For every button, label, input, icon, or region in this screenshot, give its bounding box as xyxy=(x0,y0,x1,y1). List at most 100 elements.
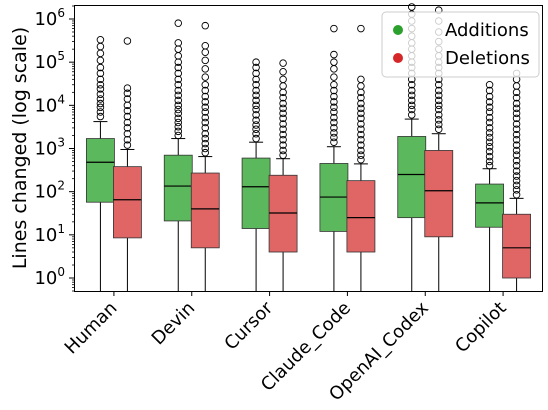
outlier-point xyxy=(357,146,365,155)
outlier-point xyxy=(408,80,416,89)
outlier-point xyxy=(252,75,260,84)
outlier-point xyxy=(279,146,287,155)
outlier-point xyxy=(123,112,132,121)
outlier-point xyxy=(408,96,416,105)
outlier-point xyxy=(279,93,287,102)
outlier-point xyxy=(123,106,132,115)
outlier-point xyxy=(201,42,209,50)
outlier-point xyxy=(201,139,209,148)
outlier-point xyxy=(357,120,365,128)
plot-area-frame xyxy=(74,5,543,292)
box-additions-claude_code xyxy=(319,24,349,291)
outlier-point xyxy=(252,129,260,138)
y-tick-label: 102 xyxy=(34,179,65,203)
outlier-point xyxy=(512,161,521,170)
outlier-point xyxy=(252,69,260,78)
outlier-point xyxy=(330,80,338,89)
outlier-point xyxy=(279,59,287,67)
outlier-point xyxy=(279,75,287,84)
outlier-point xyxy=(174,114,182,123)
outlier-point xyxy=(435,96,443,105)
outlier-point xyxy=(201,80,209,89)
outlier-point xyxy=(96,103,105,112)
outlier-point xyxy=(279,104,287,113)
outlier-point xyxy=(330,118,338,127)
outlier-point xyxy=(174,39,182,47)
outlier-point xyxy=(174,86,182,95)
outlier-point xyxy=(485,92,494,101)
outlier-point xyxy=(123,129,132,138)
box-body xyxy=(113,166,142,239)
outlier-point xyxy=(96,112,105,121)
outlier-point xyxy=(174,109,182,118)
outlier-point xyxy=(201,113,209,122)
outlier-point xyxy=(96,42,105,51)
outlier-point xyxy=(512,99,521,108)
box-deletions-claude_code xyxy=(346,24,376,291)
outlier-point xyxy=(123,84,132,92)
outlier-point xyxy=(512,93,521,102)
box-body xyxy=(424,150,454,238)
outlier-point xyxy=(123,135,132,144)
outlier-point xyxy=(512,130,521,139)
outlier-point xyxy=(201,108,209,116)
outlier-point xyxy=(512,167,521,175)
outlier-point xyxy=(279,82,287,90)
outlier-point xyxy=(96,85,105,93)
outlier-point xyxy=(357,151,365,159)
outlier-point xyxy=(357,93,365,102)
outlier-point xyxy=(485,118,494,127)
outlier-point xyxy=(357,114,365,123)
outlier-point xyxy=(330,58,338,66)
box-body xyxy=(397,136,427,219)
outlier-point xyxy=(201,124,209,132)
y-tick-label: 105 xyxy=(34,49,65,73)
outlier-point xyxy=(512,172,521,180)
box-body xyxy=(502,213,531,279)
outlier-point xyxy=(435,125,443,133)
outlier-point xyxy=(512,82,521,90)
outlier-point xyxy=(252,105,260,114)
outlier-point xyxy=(408,91,416,100)
outlier-point xyxy=(174,69,182,78)
outlier-point xyxy=(408,3,416,11)
x-tick-label: Devin xyxy=(148,298,200,350)
outlier-point xyxy=(485,161,494,170)
outlier-point xyxy=(357,125,365,133)
outlier-point xyxy=(96,75,105,84)
box-deletions-devin xyxy=(190,21,220,291)
outlier-point xyxy=(252,121,260,129)
outlier-point xyxy=(252,116,260,125)
outlier-point xyxy=(512,190,521,199)
outlier-point xyxy=(174,96,182,105)
outlier-point xyxy=(357,104,365,113)
outlier-point xyxy=(357,141,365,149)
outlier-point xyxy=(485,133,494,142)
legend-frame xyxy=(381,11,540,78)
outlier-point xyxy=(330,73,338,81)
outlier-point xyxy=(330,129,338,137)
outlier-point xyxy=(485,98,494,106)
box-body xyxy=(268,174,298,253)
outlier-point xyxy=(96,49,105,58)
outlier-point xyxy=(123,37,132,45)
outlier-point xyxy=(174,131,182,140)
outlier-point xyxy=(201,144,209,153)
outlier-point xyxy=(174,101,182,110)
outlier-point xyxy=(279,109,287,118)
outlier-point xyxy=(330,124,338,132)
outlier-point xyxy=(201,118,209,127)
outlier-point xyxy=(512,125,521,133)
outlier-point xyxy=(279,114,287,123)
outlier-point xyxy=(96,63,105,72)
outlier-point xyxy=(123,118,132,127)
outlier-point xyxy=(174,127,182,136)
outlier-point xyxy=(123,141,132,149)
outlier-point xyxy=(435,101,443,110)
outlier-point xyxy=(201,65,209,73)
box-additions-cursor xyxy=(241,58,271,291)
outlier-point xyxy=(96,69,105,78)
outlier-point xyxy=(123,95,132,103)
outlier-point xyxy=(174,105,182,114)
